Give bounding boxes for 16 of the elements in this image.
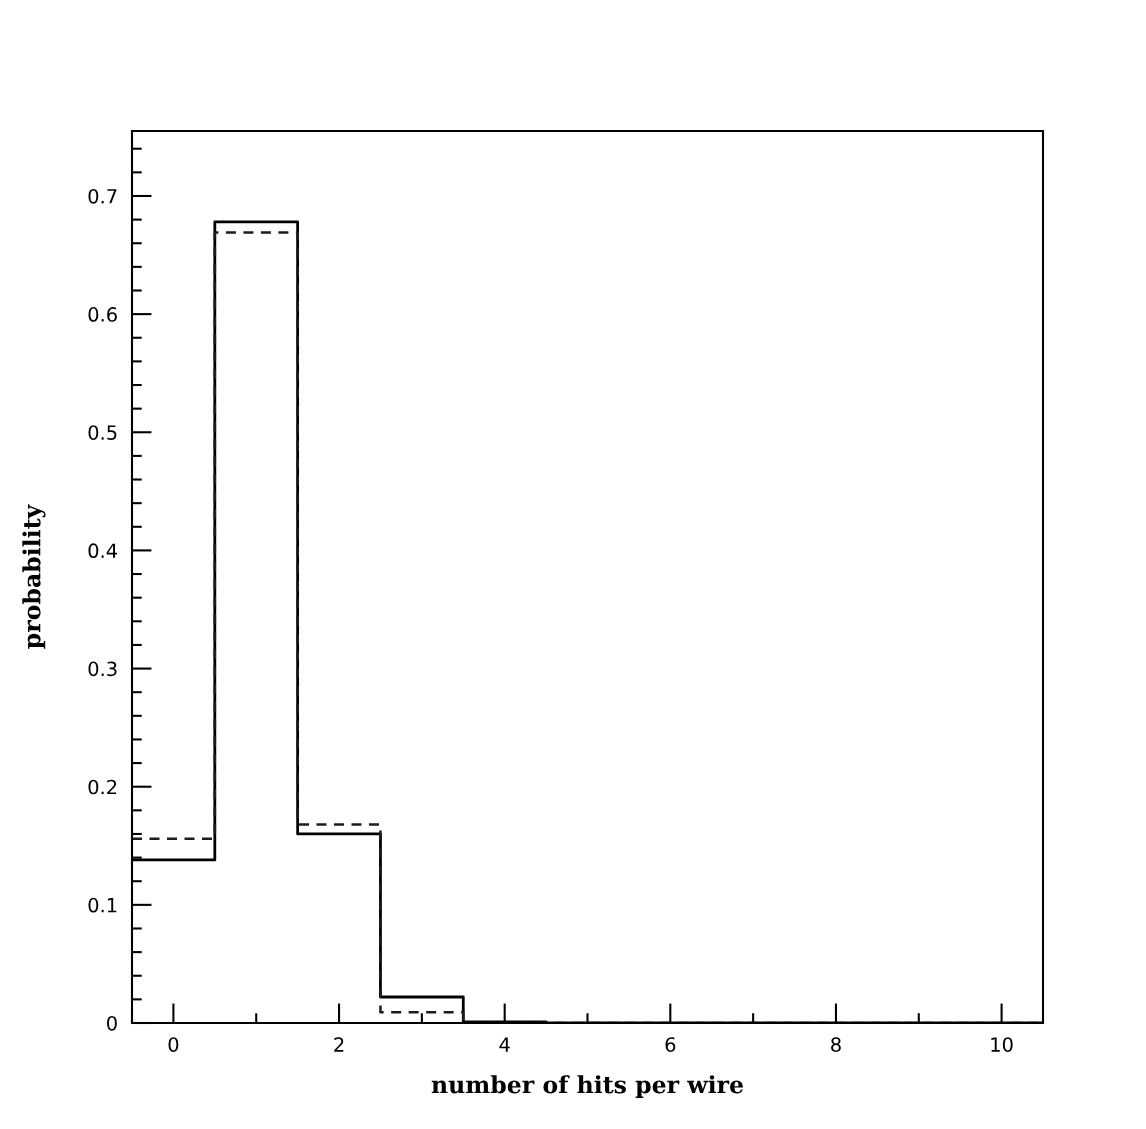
y-tick-label: 0.2 [88, 779, 117, 795]
y-axis-title: probability [22, 504, 46, 649]
x-tick-label: 8 [831, 1037, 841, 1052]
y-tick-label: 0.6 [88, 307, 117, 322]
x-tick-label: 4 [499, 1037, 510, 1052]
x-tick-label: 0 [168, 1037, 179, 1052]
x-axis-title: number of hits per wire [431, 1075, 743, 1098]
x-tick-label: 10 [991, 1037, 1013, 1052]
x-tick-label: 6 [665, 1037, 676, 1052]
x-tick-label: 2 [334, 1037, 344, 1052]
y-tick-label: 0.4 [88, 543, 118, 559]
y-tick-label: 0 [107, 1015, 117, 1031]
y-tick-label: 0.7 [88, 188, 117, 204]
y-tick-label: 0.1 [88, 897, 117, 913]
y-tick-label: 0.3 [88, 661, 117, 677]
y-tick-label: 0.5 [88, 425, 117, 440]
